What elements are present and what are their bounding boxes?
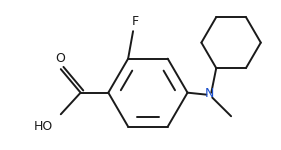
Text: N: N xyxy=(205,87,214,100)
Text: O: O xyxy=(55,52,65,65)
Text: F: F xyxy=(132,15,139,28)
Text: HO: HO xyxy=(34,120,53,133)
